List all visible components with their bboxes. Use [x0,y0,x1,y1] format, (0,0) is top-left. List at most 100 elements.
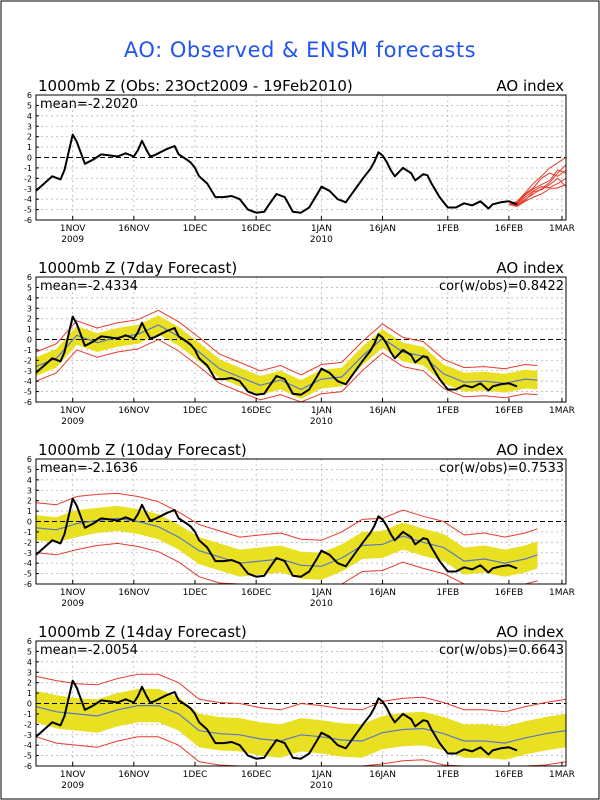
y-tick-label: -1 [24,346,32,355]
y-tick-label: 4 [27,112,32,121]
x-tick-year-label: 2009 [61,599,84,609]
mean-value-label: mean=-2.0054 [40,643,138,658]
y-tick-label: 3 [27,122,32,131]
x-tick-label: 16DEC [241,406,271,416]
x-tick-label: 1FEB [436,406,459,416]
y-tick-label: 0 [27,336,32,345]
y-tick-label: -3 [24,731,32,740]
y-tick-label: 6 [27,455,32,464]
y-tick-label: 5 [27,101,32,110]
x-tick-label: 1NOV [60,770,86,780]
ensemble-member-line [35,492,538,541]
mean-value-label: mean=-2.1636 [40,461,138,476]
ensemble-member-line [508,177,567,205]
y-tick-label: 4 [27,294,32,303]
x-tick-label: 16JAN [369,224,396,234]
y-tick-label: -3 [24,185,32,194]
panel-right-label: AO index [496,77,564,95]
correlation-label: cor(w/obs)=0.6643 [439,643,564,658]
x-tick-label: 16FEB [495,224,524,234]
x-tick-label: 1NOV [60,224,86,234]
x-tick-label: 16JAN [369,406,396,416]
y-tick-label: -3 [24,549,32,558]
x-tick-label: 1JAN [311,406,332,416]
x-tick-label: 1DEC [183,588,208,598]
y-tick-label: 3 [27,668,32,677]
x-tick-label: 16NOV [118,406,150,416]
y-tick-label: 3 [27,486,32,495]
y-tick-label: -6 [24,398,32,407]
x-tick-year-label: 2009 [61,781,84,791]
y-tick-label: 1 [27,325,32,334]
ensemble-spread-band [36,505,538,580]
x-tick-label: 16NOV [118,770,150,780]
y-tick-label: -2 [24,720,32,729]
y-tick-label: 1 [27,507,32,516]
y-tick-label: 4 [27,658,32,667]
observed-ao-line [35,315,518,396]
mean-value-label: mean=-2.4334 [40,279,138,294]
ensemble-spread-band [36,688,566,760]
panel-right-label: AO index [496,441,564,459]
x-tick-label: 16JAN [369,588,396,598]
correlation-label: cor(w/obs)=0.7533 [439,461,564,476]
y-tick-label: -2 [24,174,32,183]
x-tick-year-label: 2009 [61,235,84,245]
x-tick-label: 16DEC [241,770,271,780]
x-tick-label: 1DEC [183,770,208,780]
y-tick-label: 0 [27,700,32,709]
x-tick-label: 1FEB [436,770,459,780]
y-tick-label: -4 [24,377,32,386]
x-tick-label: 1MAR [549,588,575,598]
y-tick-label: -4 [24,559,32,568]
y-tick-label: 0 [27,154,32,163]
ensemble-mean-line [35,704,567,744]
x-tick-label: 1DEC [183,224,208,234]
y-tick-label: -5 [24,206,32,215]
y-tick-label: 0 [27,518,32,527]
x-tick-label: 1MAR [549,224,575,234]
x-tick-label: 1FEB [436,224,459,234]
y-tick-label: 2 [27,133,32,142]
ensemble-member-line [35,338,538,403]
correlation-label: cor(w/obs)=0.8422 [439,279,564,294]
panel-title: 1000mb Z (Obs: 23Oct2009 - 19Feb2010) [38,77,353,95]
x-tick-label: 1MAR [549,406,575,416]
x-tick-label: 16DEC [241,588,271,598]
x-tick-label: 1MAR [549,770,575,780]
x-tick-label: 1JAN [311,588,332,598]
x-tick-label: 16JAN [369,770,396,780]
y-tick-label: 6 [27,273,32,282]
y-tick-label: 2 [27,497,32,506]
x-tick-label: 1JAN [311,224,332,234]
y-tick-label: -5 [24,570,32,579]
y-tick-label: 2 [27,679,32,688]
ensemble-member-line [508,157,567,205]
y-tick-label: -1 [24,528,32,537]
mean-value-label: mean=-2.2020 [40,97,138,112]
x-tick-label: 16FEB [495,770,524,780]
x-tick-year-label: 2010 [310,781,333,791]
y-tick-label: 2 [27,315,32,324]
x-tick-year-label: 2010 [310,599,333,609]
y-tick-label: -6 [24,580,32,589]
observed-ao-line [35,497,518,578]
y-tick-label: -5 [24,388,32,397]
x-tick-year-label: 2010 [310,235,333,245]
y-tick-label: 1 [27,689,32,698]
x-tick-year-label: 2009 [61,417,84,427]
ensemble-member-line [508,184,567,208]
main-title: AO: Observed & ENSM forecasts [123,38,477,62]
ensemble-member-line [508,169,567,205]
y-tick-label: -4 [24,195,32,204]
observed-ao-line [35,133,518,214]
ensemble-member-line [508,169,567,205]
y-tick-label: 5 [27,283,32,292]
y-tick-label: -5 [24,752,32,761]
panel-title: 1000mb Z (7day Forecast) [38,259,237,277]
